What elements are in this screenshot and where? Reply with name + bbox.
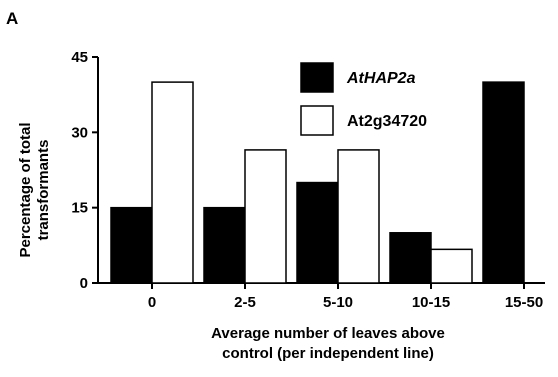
legend-label-At2g34720: At2g34720 [347, 113, 427, 130]
legend-swatch-AtHAP2a [300, 62, 334, 93]
bar-At2g34720-10-15 [430, 248, 473, 284]
x-tick-label: 0 [148, 294, 156, 311]
y-axis-title: Percentage of total transformants [17, 122, 52, 257]
bar-At2g34720-2-5 [244, 149, 287, 284]
x-tick-label: 5-10 [323, 294, 353, 311]
x-tick-label: 15-50 [505, 294, 543, 311]
bar-AtHAP2a-5-10 [296, 181, 339, 284]
bar-At2g34720-0 [151, 81, 194, 284]
y-axis-title-line1: Percentage of total [17, 122, 34, 257]
panel-label: A [6, 9, 18, 28]
x-axis-title-line1: Average number of leaves above [211, 325, 445, 342]
x-tick-label: 2-5 [234, 294, 256, 311]
y-tick-label: 0 [80, 275, 88, 292]
legend: AtHAP2a At2g34720 [300, 62, 427, 136]
bar-AtHAP2a-15-50 [482, 81, 525, 284]
y-tick-label: 45 [71, 49, 88, 66]
x-axis-title-line2: control (per independent line) [222, 345, 434, 362]
bar-AtHAP2a-2-5 [203, 206, 246, 284]
bar-At2g34720-5-10 [337, 149, 380, 284]
bar-AtHAP2a-10-15 [389, 232, 432, 284]
x-tick-label: 10-15 [412, 294, 450, 311]
y-axis-title-line2: transformants [35, 140, 52, 241]
bar-AtHAP2a-0 [110, 206, 153, 284]
y-tick-label: 15 [71, 200, 88, 217]
y-tick-label: 30 [71, 124, 88, 141]
plot-area: 0 15 30 45 0 2-5 5-10 10-15 15-50 [71, 49, 545, 311]
legend-swatch-At2g34720 [300, 105, 334, 136]
legend-label-AtHAP2a: AtHAP2a [346, 70, 416, 87]
